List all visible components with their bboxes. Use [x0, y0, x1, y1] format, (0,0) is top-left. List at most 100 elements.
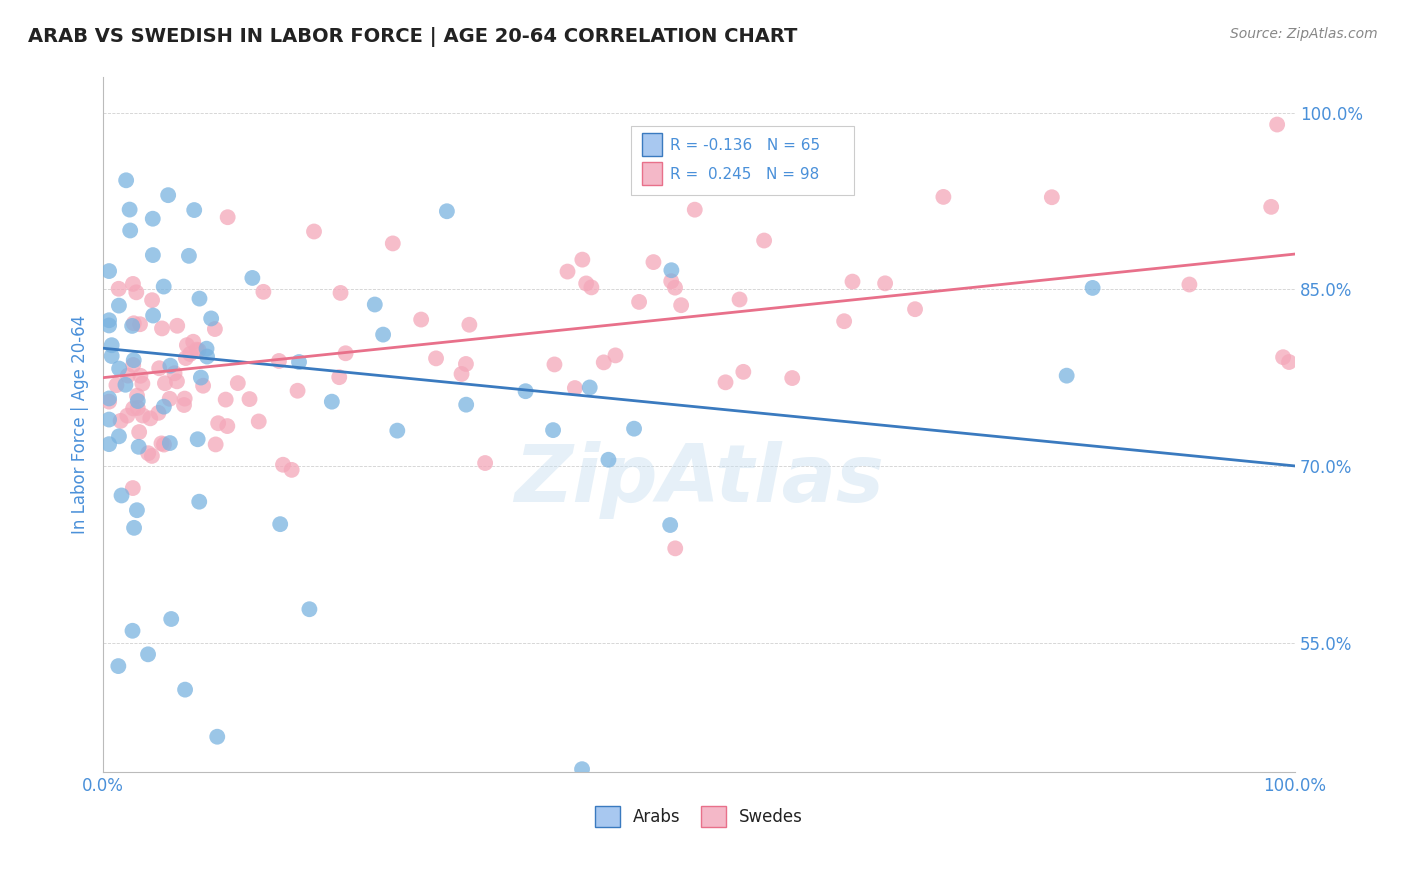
Point [450, 367, 472, 381]
Point [190, 370, 212, 384]
Point [664, 541, 686, 556]
Point [287, 384, 309, 398]
Point [335, 346, 357, 360]
Point [127, 394, 149, 409]
Point [1272, 350, 1295, 364]
Point [267, 354, 290, 368]
Point [191, 378, 214, 392]
Point [733, 365, 755, 379]
Point [841, 275, 863, 289]
Point [128, 440, 150, 454]
Point [1178, 277, 1201, 292]
Point [321, 394, 343, 409]
Point [173, 392, 195, 406]
Point [159, 392, 181, 406]
Point [659, 274, 682, 288]
Point [98, 437, 121, 451]
Point [564, 381, 586, 395]
Point [121, 318, 143, 333]
Point [557, 264, 579, 278]
Point [117, 409, 139, 423]
Point [120, 223, 142, 237]
Point [100, 338, 122, 352]
Point [752, 234, 775, 248]
Point [592, 355, 614, 369]
Point [541, 423, 564, 437]
Point [302, 225, 325, 239]
Point [98, 392, 121, 406]
Text: Source: ZipAtlas.com: Source: ZipAtlas.com [1230, 27, 1378, 41]
Point [543, 358, 565, 372]
Point [142, 248, 165, 262]
Point [159, 436, 181, 450]
Point [832, 314, 855, 328]
Point [110, 414, 132, 428]
Point [152, 279, 174, 293]
Point [132, 409, 155, 423]
Point [204, 322, 226, 336]
Point [664, 280, 686, 294]
Text: R = -0.136   N = 65: R = -0.136 N = 65 [671, 138, 821, 153]
Point [271, 458, 294, 472]
Point [780, 371, 803, 385]
Point [217, 211, 239, 225]
Point [669, 298, 692, 312]
Point [148, 406, 170, 420]
Point [280, 463, 302, 477]
Point [142, 211, 165, 226]
Point [139, 411, 162, 425]
Point [932, 190, 955, 204]
Point [174, 351, 197, 365]
Point [436, 204, 458, 219]
Point [118, 202, 141, 217]
Point [575, 277, 598, 291]
Legend: Arabs, Swedes: Arabs, Swedes [588, 799, 810, 833]
Point [195, 342, 218, 356]
Point [177, 249, 200, 263]
Point [187, 432, 209, 446]
Point [114, 377, 136, 392]
Point [108, 429, 131, 443]
Point [105, 378, 128, 392]
Point [121, 481, 143, 495]
Point [288, 355, 311, 369]
Point [110, 488, 132, 502]
Point [141, 293, 163, 308]
Point [108, 361, 131, 376]
Point [204, 437, 226, 451]
Point [174, 682, 197, 697]
Point [176, 338, 198, 352]
Point [179, 347, 201, 361]
Point [160, 612, 183, 626]
Point [387, 424, 409, 438]
Point [200, 311, 222, 326]
Point [122, 316, 145, 330]
Point [150, 321, 173, 335]
Point [122, 521, 145, 535]
Point [683, 202, 706, 217]
Point [904, 302, 927, 317]
Point [623, 422, 645, 436]
Point [181, 334, 204, 349]
Point [207, 416, 229, 430]
Point [217, 419, 239, 434]
Point [252, 285, 274, 299]
Text: ARAB VS SWEDISH IN LABOR FORCE | AGE 20-64 CORRELATION CHART: ARAB VS SWEDISH IN LABOR FORCE | AGE 20-… [28, 27, 797, 46]
Point [166, 374, 188, 388]
Point [183, 202, 205, 217]
Point [98, 313, 121, 327]
Point [247, 414, 270, 428]
Point [454, 357, 477, 371]
Point [571, 762, 593, 776]
Point [875, 277, 897, 291]
Point [125, 389, 148, 403]
Point [628, 294, 651, 309]
Point [127, 401, 149, 415]
Point [129, 368, 152, 383]
Point [98, 394, 121, 409]
Point [136, 446, 159, 460]
Point [98, 412, 121, 426]
Text: R =  0.245   N = 98: R = 0.245 N = 98 [671, 167, 820, 182]
Point [186, 343, 208, 357]
Point [166, 318, 188, 333]
